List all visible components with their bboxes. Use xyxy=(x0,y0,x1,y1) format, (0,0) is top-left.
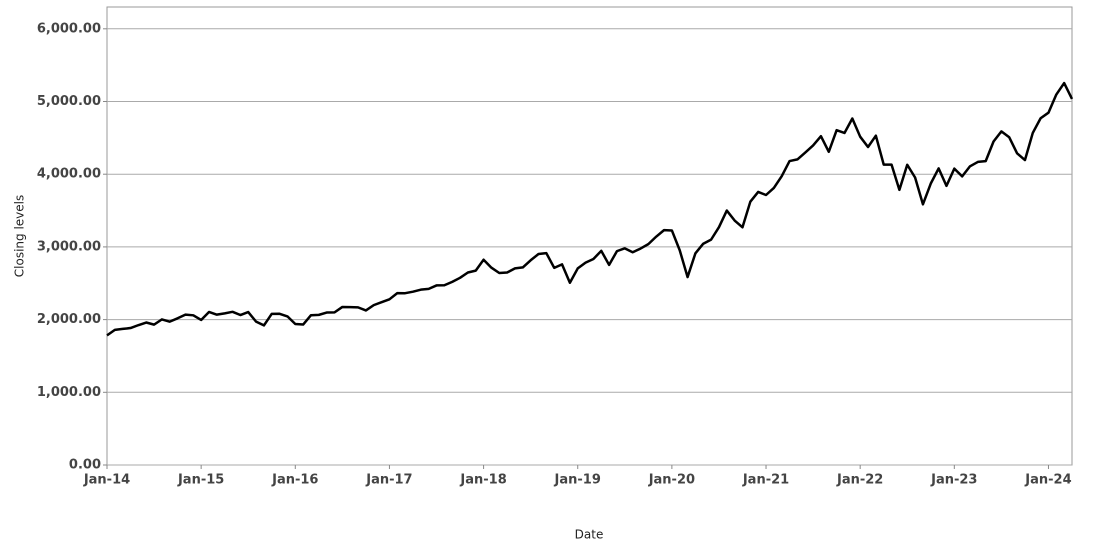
x-tick-label: Jan-19 xyxy=(554,473,601,488)
y-tick-label: 0.00 xyxy=(69,458,101,473)
y-axis-title: Closing levels xyxy=(13,195,27,277)
y-tick-label: 2,000.00 xyxy=(37,312,101,327)
x-tick-label: Jan-15 xyxy=(177,473,224,488)
x-tick-label: Jan-21 xyxy=(742,473,789,488)
plot-area xyxy=(106,6,1073,466)
x-tick-label: Jan-14 xyxy=(83,473,130,488)
x-tick-label: Jan-16 xyxy=(271,473,318,488)
x-tick-label: Jan-23 xyxy=(930,473,977,488)
x-tick-label: Jan-17 xyxy=(365,473,412,488)
x-axis-title: Date xyxy=(575,528,604,542)
line xyxy=(106,81,1074,337)
y-tick-label: 6,000.00 xyxy=(37,21,101,36)
y-tick-label: 5,000.00 xyxy=(37,94,101,109)
x-tick-label: Jan-20 xyxy=(648,473,695,488)
y-tick-label: 1,000.00 xyxy=(37,385,101,400)
x-tick-label: Jan-18 xyxy=(459,473,506,488)
x-tick-label: Jan-22 xyxy=(836,473,883,488)
x-tick-label: Jan-24 xyxy=(1024,473,1071,488)
y-tick-label: 3,000.00 xyxy=(37,239,101,254)
y-tick-label: 4,000.00 xyxy=(37,167,101,182)
